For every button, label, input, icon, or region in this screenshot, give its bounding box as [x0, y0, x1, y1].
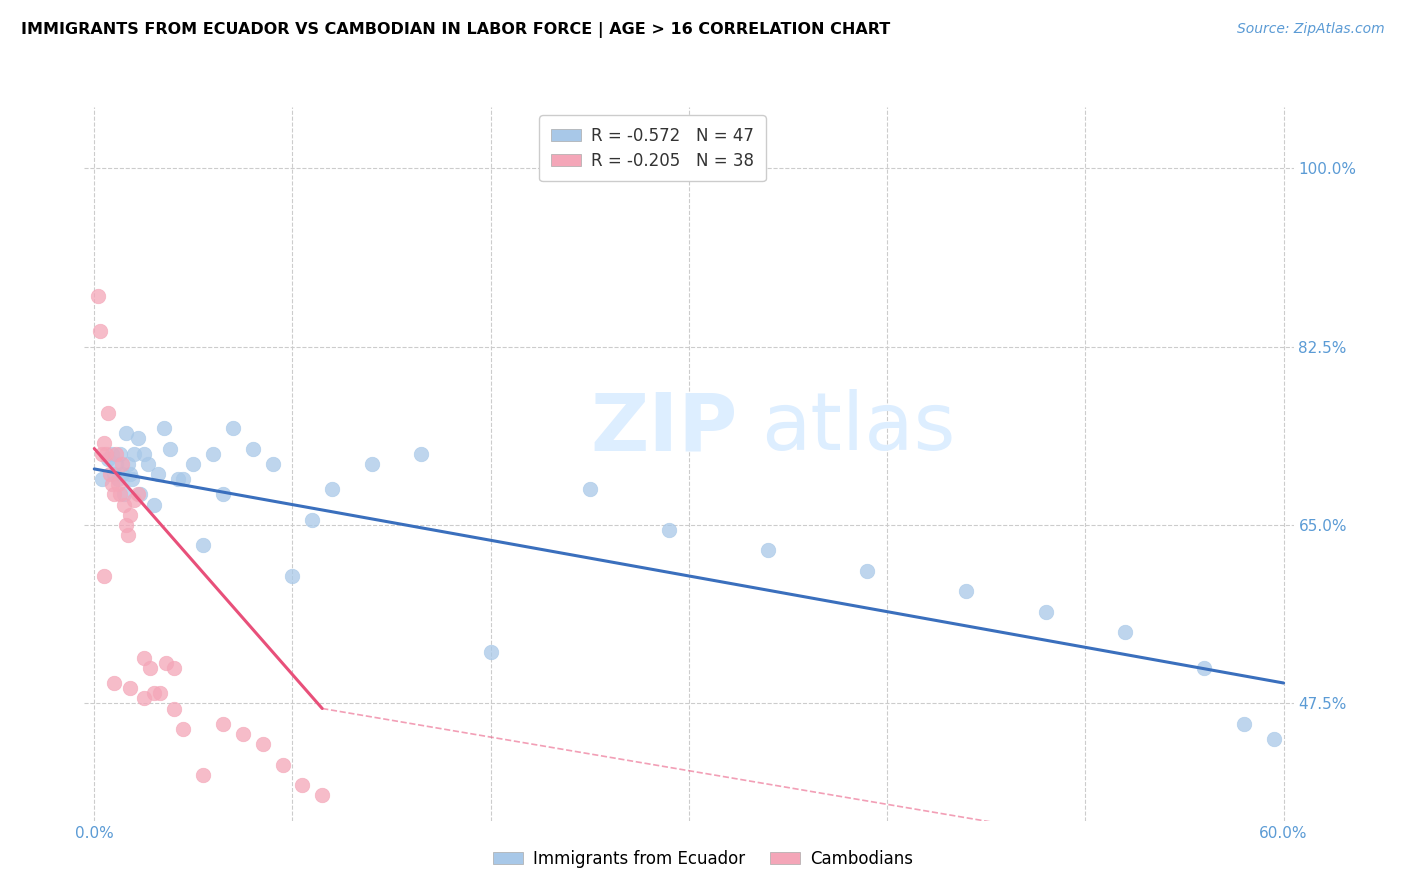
- Point: [479, 645, 502, 659]
- Point: [252, 737, 274, 751]
- Point: [136, 457, 159, 471]
- Point: [321, 483, 343, 497]
- Point: [101, 447, 124, 461]
- Point: [118, 467, 141, 481]
- Point: [117, 457, 139, 471]
- Point: [101, 477, 124, 491]
- Point: [193, 538, 215, 552]
- Point: [142, 498, 165, 512]
- Point: [115, 426, 138, 441]
- Point: [311, 788, 333, 802]
- Point: [128, 487, 150, 501]
- Point: [212, 487, 235, 501]
- Point: [118, 508, 141, 522]
- Point: [132, 650, 155, 665]
- Point: [222, 421, 245, 435]
- Point: [96, 447, 118, 461]
- Point: [152, 421, 174, 435]
- Point: [127, 431, 149, 445]
- Point: [183, 457, 205, 471]
- Point: [155, 656, 177, 670]
- Point: [122, 492, 145, 507]
- Point: [105, 447, 128, 461]
- Text: IMMIGRANTS FROM ECUADOR VS CAMBODIAN IN LABOR FORCE | AGE > 16 CORRELATION CHART: IMMIGRANTS FROM ECUADOR VS CAMBODIAN IN …: [21, 22, 890, 38]
- Point: [411, 447, 433, 461]
- Point: [756, 543, 779, 558]
- Point: [87, 288, 110, 302]
- Point: [97, 406, 120, 420]
- Point: [149, 686, 172, 700]
- Point: [1114, 625, 1136, 640]
- Point: [98, 467, 121, 481]
- Legend: R = -0.572   N = 47, R = -0.205   N = 38: R = -0.572 N = 47, R = -0.205 N = 38: [540, 115, 766, 181]
- Point: [127, 487, 149, 501]
- Point: [281, 569, 304, 583]
- Point: [93, 569, 115, 583]
- Point: [1194, 661, 1216, 675]
- Point: [232, 727, 254, 741]
- Point: [262, 457, 284, 471]
- Text: atlas: atlas: [762, 389, 956, 467]
- Point: [132, 447, 155, 461]
- Point: [242, 442, 264, 456]
- Point: [107, 477, 129, 491]
- Point: [360, 457, 382, 471]
- Point: [142, 686, 165, 700]
- Point: [159, 442, 181, 456]
- Point: [93, 436, 115, 450]
- Point: [118, 681, 141, 695]
- Point: [146, 467, 169, 481]
- Point: [111, 457, 134, 471]
- Point: [579, 483, 602, 497]
- Point: [132, 691, 155, 706]
- Point: [91, 447, 114, 461]
- Point: [162, 701, 184, 715]
- Point: [271, 757, 294, 772]
- Point: [658, 523, 681, 537]
- Point: [162, 661, 184, 675]
- Point: [112, 487, 135, 501]
- Legend: Immigrants from Ecuador, Cambodians: Immigrants from Ecuador, Cambodians: [486, 844, 920, 875]
- Point: [193, 768, 215, 782]
- Point: [107, 472, 129, 486]
- Point: [121, 472, 143, 486]
- Point: [103, 487, 125, 501]
- Point: [1233, 716, 1256, 731]
- Point: [166, 472, 188, 486]
- Point: [112, 498, 135, 512]
- Point: [103, 467, 125, 481]
- Point: [91, 472, 114, 486]
- Point: [103, 676, 125, 690]
- Point: [108, 447, 131, 461]
- Point: [291, 778, 314, 792]
- Point: [111, 467, 134, 481]
- Point: [117, 528, 139, 542]
- Point: [139, 661, 162, 675]
- Point: [955, 584, 977, 599]
- Point: [202, 447, 225, 461]
- Point: [856, 564, 879, 578]
- Point: [1035, 605, 1057, 619]
- Point: [97, 451, 120, 466]
- Point: [105, 457, 128, 471]
- Point: [212, 716, 235, 731]
- Point: [122, 447, 145, 461]
- Point: [172, 722, 194, 736]
- Text: Source: ZipAtlas.com: Source: ZipAtlas.com: [1237, 22, 1385, 37]
- Point: [108, 487, 131, 501]
- Point: [1263, 732, 1285, 747]
- Point: [301, 513, 323, 527]
- Point: [89, 324, 111, 338]
- Point: [172, 472, 194, 486]
- Point: [115, 518, 138, 533]
- Text: ZIP: ZIP: [591, 389, 737, 467]
